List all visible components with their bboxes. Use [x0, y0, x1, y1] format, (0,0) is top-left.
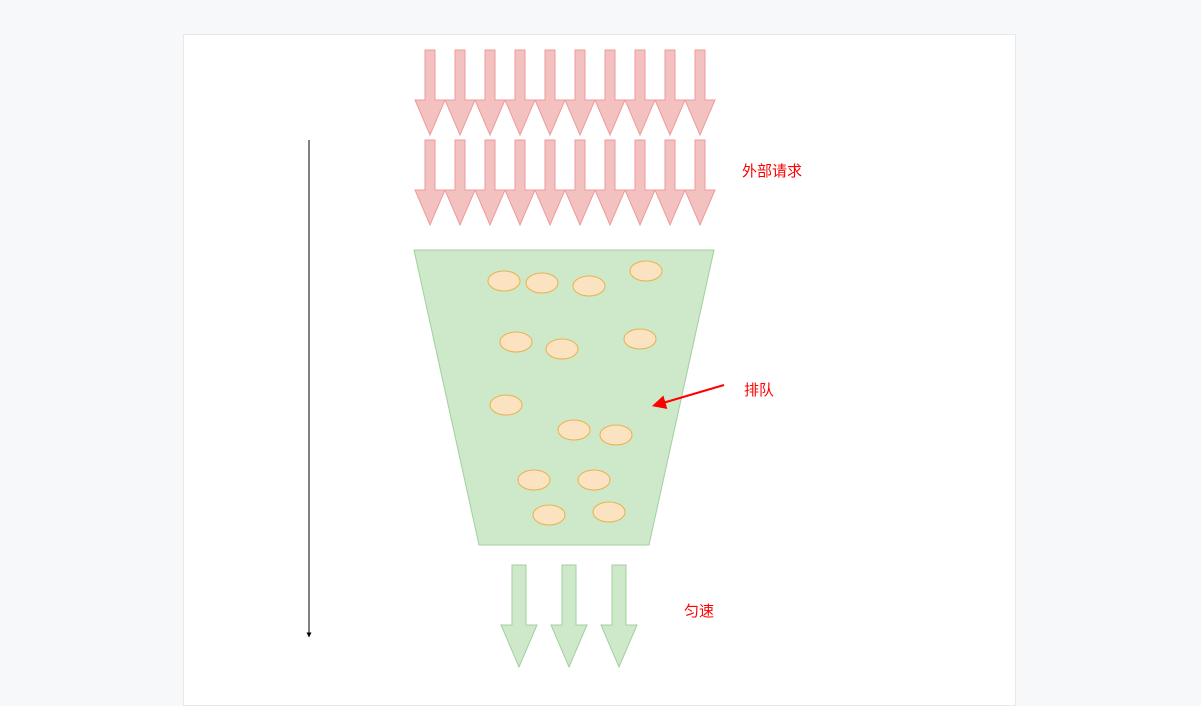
- queue-particle: [573, 276, 605, 296]
- output-arrow-icon: [551, 565, 587, 667]
- request-arrow-icon: [445, 50, 475, 135]
- request-arrow-icon: [535, 50, 565, 135]
- queue-particle: [500, 332, 532, 352]
- request-arrow-icon: [475, 50, 505, 135]
- output-arrow-icon: [501, 565, 537, 667]
- request-arrow-icon: [445, 140, 475, 225]
- request-arrow-icon: [625, 50, 655, 135]
- queue-particle: [558, 420, 590, 440]
- request-arrow-icon: [595, 50, 625, 135]
- request-arrow-icon: [625, 140, 655, 225]
- request-arrow-icon: [595, 140, 625, 225]
- request-arrow-icon: [505, 50, 535, 135]
- request-arrow-icon: [505, 140, 535, 225]
- request-arrow-icon: [535, 140, 565, 225]
- request-arrow-icon: [475, 140, 505, 225]
- queue-particle: [546, 339, 578, 359]
- queue-particle: [630, 261, 662, 281]
- queue-particle: [600, 425, 632, 445]
- request-arrow-icon: [415, 50, 445, 135]
- queue-particle: [533, 505, 565, 525]
- request-arrow-icon: [685, 50, 715, 135]
- queue-particle: [578, 470, 610, 490]
- request-arrow-icon: [565, 140, 595, 225]
- queue-particle: [624, 329, 656, 349]
- label-external-requests: 外部请求: [742, 160, 802, 181]
- output-arrow-icon: [601, 565, 637, 667]
- label-queue: 排队: [744, 379, 774, 400]
- request-arrow-icon: [415, 140, 445, 225]
- request-arrow-icon: [565, 50, 595, 135]
- queue-particle: [526, 273, 558, 293]
- label-uniform-speed: 匀速: [684, 600, 714, 621]
- request-arrow-icon: [655, 50, 685, 135]
- request-arrow-icon: [655, 140, 685, 225]
- queue-particle: [518, 470, 550, 490]
- diagram-card: 外部请求 排队 匀速: [183, 34, 1016, 706]
- queue-funnel: [414, 250, 714, 545]
- request-arrow-icon: [685, 140, 715, 225]
- queue-particle: [488, 271, 520, 291]
- queue-particle: [490, 395, 522, 415]
- diagram-svg: [184, 35, 1015, 705]
- queue-particle: [593, 502, 625, 522]
